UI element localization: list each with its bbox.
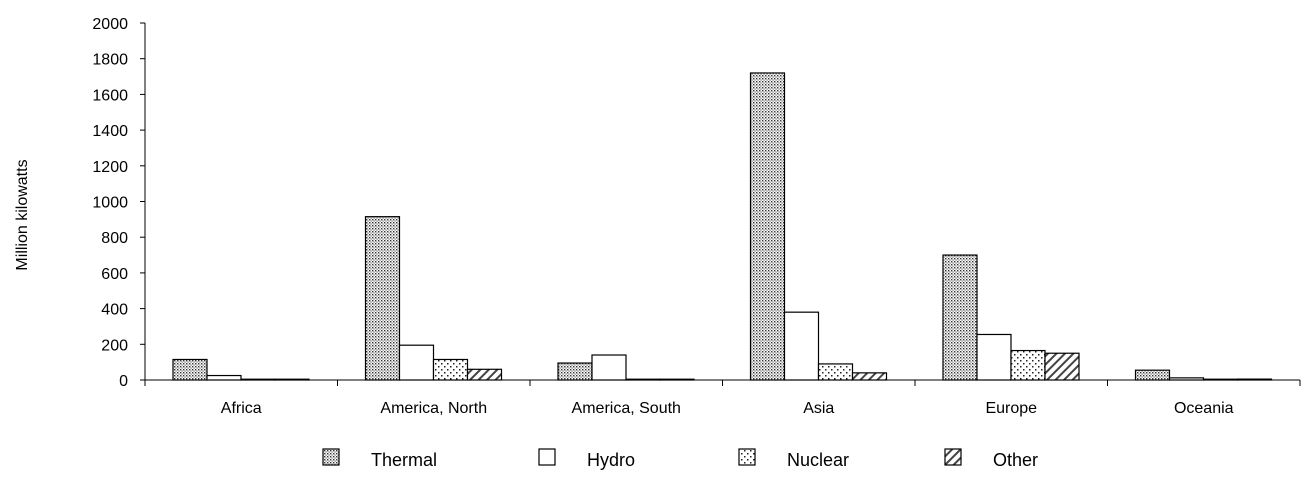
bar-hydro-1 — [398, 344, 435, 381]
bars — [172, 72, 1273, 381]
x-category-label: Africa — [221, 400, 262, 417]
bar-other-1 — [466, 368, 503, 381]
y-tick-label: 1400 — [92, 123, 128, 140]
bar-other-3 — [851, 372, 888, 381]
bar-hydro-3 — [783, 311, 820, 381]
y-tick-label: 200 — [101, 337, 128, 354]
bar-hydro-0 — [206, 374, 242, 381]
x-category-label: America, South — [572, 400, 681, 417]
bar-thermal-1 — [364, 216, 401, 381]
legend-label-nuclear: Nuclear — [787, 450, 849, 470]
legend-swatch-hydro — [538, 448, 556, 466]
y-tick-label: 1000 — [92, 195, 128, 212]
bar-nuclear-3 — [817, 363, 854, 381]
y-tick-label: 800 — [101, 230, 128, 247]
y-tick-label: 400 — [101, 302, 128, 319]
legend: Thermal Hydro Nuclear Other — [322, 448, 1038, 470]
bar-nuclear-4 — [1010, 349, 1046, 381]
x-category-label: America, North — [380, 400, 487, 417]
y-tick-label: 1600 — [92, 87, 128, 104]
bar-hydro-2 — [591, 354, 627, 381]
legend-label-thermal: Thermal — [371, 450, 437, 470]
bar-thermal-2 — [557, 362, 593, 381]
legend-swatch-nuclear — [738, 448, 756, 466]
y-tick-label: 1800 — [92, 52, 128, 69]
bar-thermal-4 — [942, 254, 978, 381]
y-tick-label: 1200 — [92, 159, 128, 176]
bar-other-4 — [1044, 352, 1080, 381]
x-category-label: Asia — [803, 400, 834, 417]
category-labels: Africa America, North America, South Asia Eu… — [221, 400, 1234, 417]
legend-swatch-other — [944, 448, 962, 466]
bar-nuclear-1 — [432, 358, 469, 381]
x-category-label: Oceania — [1174, 400, 1234, 417]
bar-thermal-0 — [172, 358, 208, 381]
axes — [144, 23, 1301, 386]
legend-swatch-thermal — [322, 448, 340, 466]
bar-thermal-3 — [749, 72, 786, 381]
y-axis-title: Million kilowatts — [14, 159, 31, 270]
legend-label-other: Other — [993, 450, 1038, 470]
bar-hydro-4 — [976, 333, 1012, 381]
y-tick-label: 600 — [101, 266, 128, 283]
y-tick-label: 2000 — [92, 16, 128, 33]
y-tick-label: 0 — [119, 373, 128, 390]
legend-label-hydro: Hydro — [587, 450, 635, 470]
y-axis-ticks: 0 200 400 600 800 1000 1200 1400 1600 1800 2000 — [92, 16, 145, 390]
x-category-label: Europe — [985, 400, 1037, 417]
bar-thermal-5 — [1134, 369, 1171, 381]
